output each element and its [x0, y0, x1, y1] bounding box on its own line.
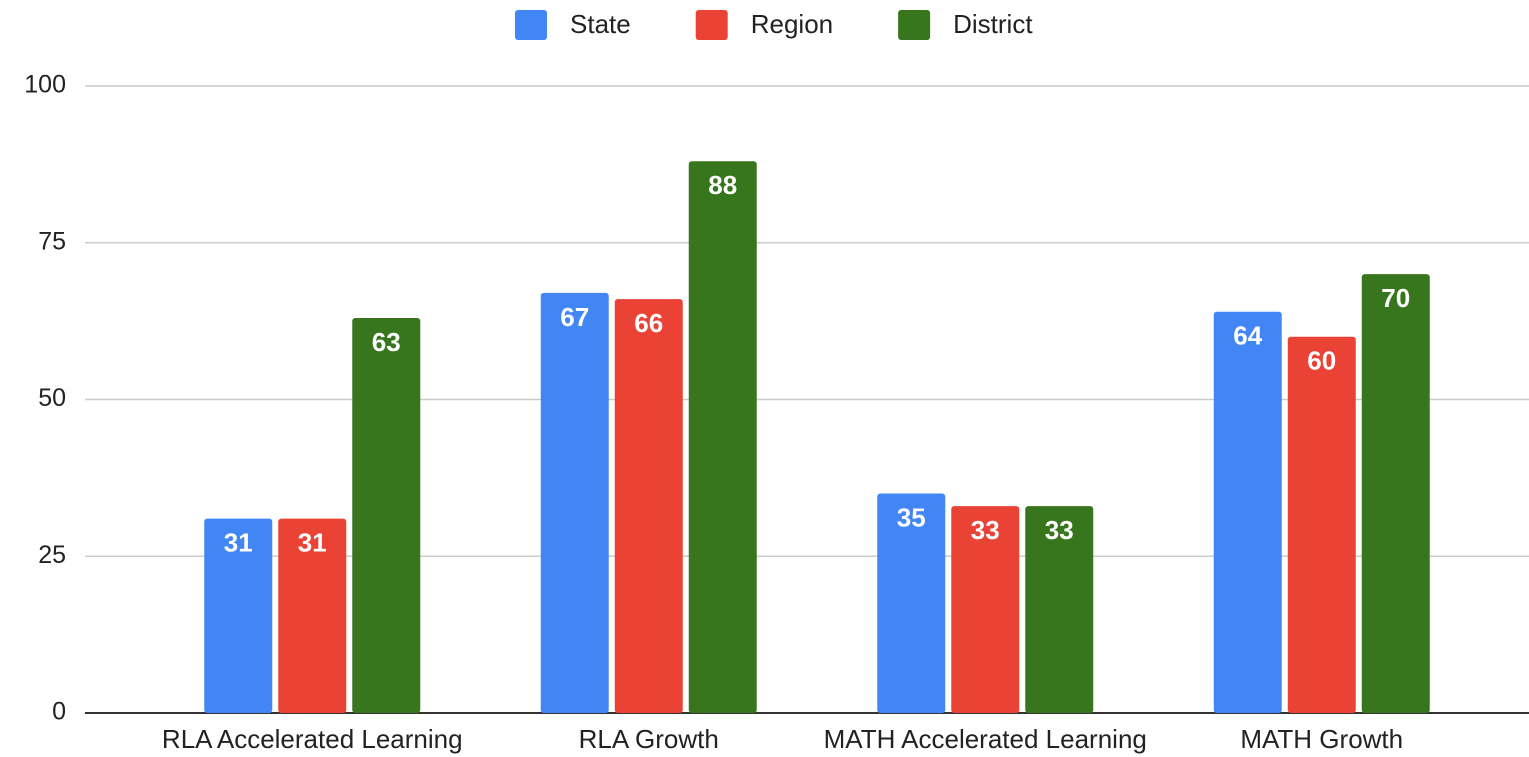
bar: [688, 161, 757, 714]
value-label: 63: [372, 327, 401, 357]
bar: [204, 518, 273, 713]
value-label: 60: [1307, 346, 1336, 376]
legend-label: District: [953, 9, 1033, 39]
legend-swatch: [695, 10, 728, 40]
x-tick-label: RLA Accelerated Learning: [162, 724, 463, 754]
bar: [1213, 311, 1282, 713]
value-label: 67: [560, 302, 589, 332]
value-label: 31: [224, 528, 253, 558]
legend-label: Region: [751, 9, 833, 39]
bar: [877, 493, 946, 713]
value-label: 31: [298, 528, 327, 558]
bar: [1287, 336, 1356, 713]
y-tick-label: 0: [52, 698, 66, 726]
value-label: 33: [1045, 515, 1074, 545]
bar: [951, 506, 1020, 713]
value-label: 33: [971, 515, 1000, 545]
bar: [1361, 274, 1430, 713]
value-label: 64: [1233, 321, 1262, 351]
y-tick-label: 100: [24, 71, 66, 99]
y-tick-label: 50: [38, 384, 66, 412]
legend-label: State: [570, 9, 631, 39]
bar: [540, 292, 609, 713]
y-tick-label: 25: [38, 541, 66, 569]
bar: [1025, 506, 1094, 713]
y-tick-label: 75: [38, 227, 66, 255]
bar: [278, 518, 347, 713]
bar: [614, 299, 683, 713]
legend-swatch: [898, 10, 931, 40]
x-tick-label: RLA Growth: [579, 724, 719, 754]
value-label: 70: [1381, 283, 1410, 313]
value-label: 66: [634, 308, 663, 338]
value-label: 88: [708, 170, 737, 200]
legend-swatch: [515, 10, 547, 40]
x-tick-label: MATH Growth: [1240, 724, 1403, 754]
bar: [352, 317, 421, 713]
x-tick-label: MATH Accelerated Learning: [824, 724, 1147, 754]
value-label: 35: [897, 502, 926, 532]
